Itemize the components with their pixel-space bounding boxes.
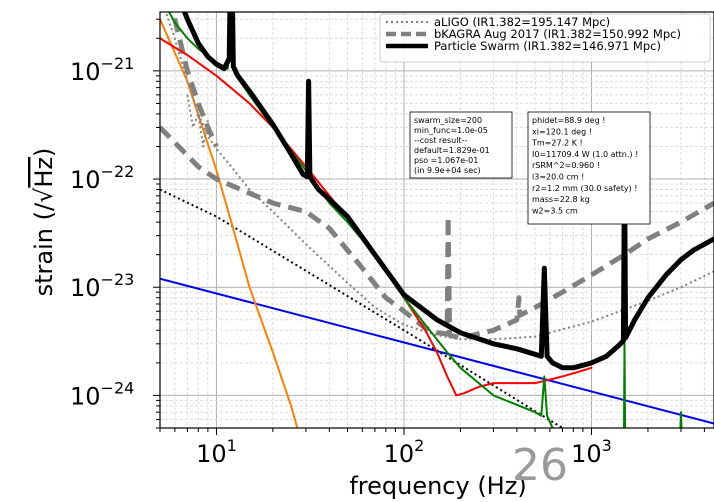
y-tick-label-base: 10 bbox=[70, 58, 101, 86]
annotation-line: r2=1.2 mm (30.0 safety) ! bbox=[532, 184, 638, 193]
y-tick-label-base: 10 bbox=[70, 166, 101, 194]
annotation-line: xi=120.1 deg ! bbox=[532, 127, 592, 136]
legend: aLIGO (IR1.382=195.147 Mpc)bKAGRA Aug 20… bbox=[379, 13, 711, 63]
y-axis-title-sqrt-sign: √ bbox=[30, 187, 58, 203]
legend-box bbox=[379, 13, 711, 63]
x-tick-label-exponent: 3 bbox=[602, 436, 612, 455]
series-particle-swarm bbox=[181, 12, 714, 371]
y-tick-label-exponent: −23 bbox=[101, 270, 135, 289]
annotation-line: Tm=27.2 K ! bbox=[531, 139, 583, 148]
annotation-line: swarm_size=200 bbox=[414, 116, 482, 125]
legend-label: aLIGO (IR1.382=195.147 Mpc) bbox=[434, 15, 610, 29]
series-bkagra-low-lines bbox=[170, 12, 219, 148]
tick-marks bbox=[153, 18, 705, 435]
x-tick-label: 102 bbox=[384, 436, 425, 468]
svg-text:strain (/√Hz): strain (/√Hz) bbox=[30, 148, 58, 297]
x-tick-label-exponent: 1 bbox=[227, 436, 237, 455]
y-axis-title: strain (/√Hz) bbox=[30, 148, 58, 297]
annotation-line: rSRM^2=0.960 ! bbox=[532, 161, 600, 170]
x-tick-label-base: 10 bbox=[571, 440, 602, 468]
annotation-line: default=1.829e-01 bbox=[414, 146, 490, 155]
plot-frame bbox=[159, 11, 714, 429]
series-green-spike-1500 bbox=[623, 342, 627, 428]
annotation-line: phidet=88.9 deg ! bbox=[532, 116, 605, 125]
y-tick-label-exponent: −21 bbox=[101, 54, 135, 73]
y-tick-label-exponent: −24 bbox=[101, 378, 135, 397]
y-tick-label-exponent: −22 bbox=[101, 162, 135, 181]
annotation-box-params: phidet=88.9 deg ! xi=120.1 deg ! Tm=27.2 K… bbox=[527, 111, 651, 225]
page-number: 26 bbox=[512, 440, 568, 491]
series-black-dotted bbox=[160, 188, 564, 428]
y-axis-title-prefix: strain (/ bbox=[30, 202, 58, 296]
annotation-line: I0=11709.4 W (1.0 attn.) ! bbox=[532, 150, 638, 159]
y-tick-label: 10−22 bbox=[70, 162, 134, 194]
series-layer bbox=[160, 12, 714, 428]
y-axis-title-radicand: Hz bbox=[30, 157, 58, 188]
series-green-spike-3000 bbox=[679, 411, 683, 428]
annotation-line: w2=3.5 cm bbox=[532, 206, 578, 215]
legend-label: bKAGRA Aug 2017 (IR1.382=150.992 Mpc) bbox=[434, 27, 681, 41]
y-tick-label: 10−21 bbox=[70, 54, 134, 86]
x-tick-label: 101 bbox=[196, 436, 237, 468]
series-aligo bbox=[164, 12, 714, 341]
x-axis-title: frequency (Hz) bbox=[349, 472, 526, 500]
annotation-line: l3=20.0 cm ! bbox=[532, 173, 584, 182]
annotation-line: pso =1.067e-01 bbox=[414, 156, 478, 165]
x-tick-label-base: 10 bbox=[196, 440, 227, 468]
annotation-line: --cost result-- bbox=[414, 136, 467, 145]
annotation-box-params-frame bbox=[527, 111, 651, 225]
y-tick-label: 10−23 bbox=[70, 270, 134, 302]
x-tick-label: 103 bbox=[571, 436, 612, 468]
series-bkagra bbox=[160, 125, 714, 341]
annotation-line: min_func=1.0e-05 bbox=[414, 126, 488, 135]
y-tick-label-base: 10 bbox=[70, 274, 101, 302]
series-aligo-lines bbox=[186, 94, 209, 148]
x-tick-label-exponent: 2 bbox=[414, 436, 424, 455]
legend-label: Particle Swarm (IR1.382=146.971 Mpc) bbox=[434, 39, 661, 53]
y-tick-label: 10−24 bbox=[70, 378, 134, 410]
x-tick-label-base: 10 bbox=[384, 440, 415, 468]
annotation-line: mass=22.8 kg bbox=[532, 195, 590, 204]
annotation-box-swarm-frame bbox=[409, 111, 513, 179]
y-tick-label-base: 10 bbox=[70, 382, 101, 410]
y-axis-title-suffix: ) bbox=[30, 148, 58, 157]
annotation-line: (in 9.9e+04 sec) bbox=[414, 166, 481, 175]
